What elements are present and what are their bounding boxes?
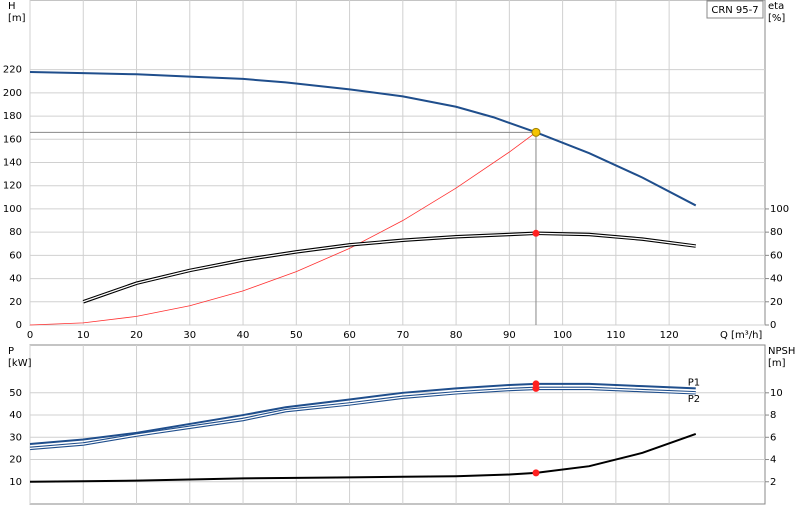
y2-tick-label: 20 bbox=[770, 297, 783, 308]
y2-tick-label: 2 bbox=[770, 477, 776, 488]
y-tick-label: 200 bbox=[3, 88, 22, 99]
title-box bbox=[706, 0, 764, 19]
x-tick-label: 10 bbox=[77, 330, 90, 341]
operating-marker bbox=[532, 469, 540, 477]
x-tick-label: 100 bbox=[553, 330, 572, 341]
y2-axis-label: [%] bbox=[768, 13, 785, 24]
y2-tick-label: 80 bbox=[770, 227, 783, 238]
y2-axis-label: NPSH bbox=[768, 346, 795, 357]
curve-inner bbox=[29, 387, 696, 450]
y2-axis-label: [m] bbox=[768, 358, 786, 369]
duty-point bbox=[531, 127, 541, 137]
x-tick-label: 120 bbox=[660, 330, 679, 341]
x-tick-label: 20 bbox=[130, 330, 143, 341]
y-tick-label: 100 bbox=[3, 204, 22, 215]
y-tick-label: 160 bbox=[3, 134, 22, 145]
operating-marker bbox=[532, 384, 540, 392]
curve bbox=[29, 70, 697, 207]
x-tick-label: 0 bbox=[27, 330, 33, 341]
y-tick-label: 20 bbox=[9, 297, 22, 308]
y2-tick-label: 6 bbox=[770, 432, 776, 443]
y-axis-label: [m] bbox=[8, 13, 26, 24]
y2-axis-label: eta bbox=[768, 1, 784, 12]
curve bbox=[29, 433, 697, 483]
y-axis-label: P bbox=[8, 346, 14, 357]
y-tick-label: 50 bbox=[9, 388, 22, 399]
y2-tick-label: 8 bbox=[770, 410, 776, 421]
x-tick-label: 50 bbox=[290, 330, 303, 341]
y-tick-label: 40 bbox=[9, 410, 22, 421]
curve bbox=[82, 231, 696, 304]
x-tick-label: 70 bbox=[396, 330, 409, 341]
x-axis-label: Q [m³/h] bbox=[720, 330, 762, 341]
y-tick-label: 60 bbox=[9, 250, 22, 261]
y2-tick-label: 10 bbox=[770, 388, 783, 399]
y-tick-label: 180 bbox=[3, 111, 22, 122]
y-axis-label: [kW] bbox=[8, 358, 32, 369]
y-axis-label: H bbox=[8, 1, 16, 12]
y-tick-label: 40 bbox=[9, 274, 22, 285]
y2-tick-label: 100 bbox=[770, 204, 789, 215]
y-tick-label: 220 bbox=[3, 65, 22, 76]
x-tick-label: 60 bbox=[343, 330, 356, 341]
chart-title: CRN 95-7 bbox=[711, 5, 758, 16]
y2-tick-label: 0 bbox=[770, 320, 776, 331]
curve bbox=[29, 382, 696, 445]
y2-tick-label: 4 bbox=[770, 455, 776, 466]
legend-label: P2 bbox=[688, 394, 700, 405]
x-tick-label: 110 bbox=[606, 330, 625, 341]
y-tick-label: 20 bbox=[9, 455, 22, 466]
x-tick-label: 90 bbox=[503, 330, 516, 341]
y-tick-label: 80 bbox=[9, 227, 22, 238]
curve bbox=[29, 131, 537, 326]
legend-label: P1 bbox=[688, 377, 700, 388]
operating-marker bbox=[532, 229, 540, 237]
x-tick-label: 30 bbox=[183, 330, 196, 341]
y-tick-label: 10 bbox=[9, 477, 22, 488]
curve-inner bbox=[83, 232, 696, 303]
y2-tick-label: 60 bbox=[770, 250, 783, 261]
y-tick-label: 120 bbox=[3, 181, 22, 192]
x-tick-label: 80 bbox=[450, 330, 463, 341]
y-tick-label: 30 bbox=[9, 432, 22, 443]
y2-tick-label: 40 bbox=[770, 274, 783, 285]
x-tick-label: 40 bbox=[237, 330, 250, 341]
y-tick-label: 0 bbox=[16, 320, 22, 331]
y-tick-label: 140 bbox=[3, 158, 22, 169]
